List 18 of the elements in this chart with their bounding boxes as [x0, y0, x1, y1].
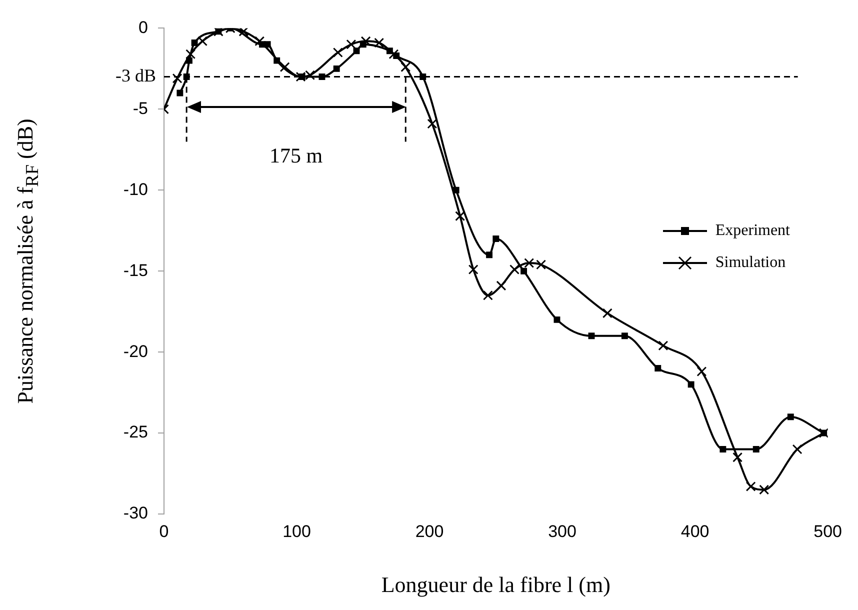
- x-tick-label: 0: [159, 522, 169, 541]
- x-axis-title: Longueur de la fibre l (m): [380, 572, 612, 598]
- y-tick-label: -5: [132, 98, 148, 118]
- x-tick-label: 500: [814, 522, 842, 541]
- y-tick-label: -20: [123, 342, 148, 361]
- ref-line-label: -3 dB: [116, 66, 156, 86]
- x-tick-label: 200: [415, 522, 444, 541]
- annotation: 175 m: [270, 143, 323, 168]
- y-tick-label: -15: [123, 260, 148, 280]
- x-tick-label: 300: [548, 522, 576, 541]
- x-tick-label: 400: [680, 522, 710, 541]
- legend-label: Experiment: [715, 222, 790, 240]
- y-tick-label: -10: [123, 180, 148, 199]
- x-tick-label: 100: [282, 522, 311, 541]
- y-tick-label: 0: [138, 18, 148, 37]
- legend-label: Simulation: [715, 254, 786, 272]
- y-tick-label: -30: [123, 504, 148, 523]
- y-tick-label: -25: [123, 422, 148, 442]
